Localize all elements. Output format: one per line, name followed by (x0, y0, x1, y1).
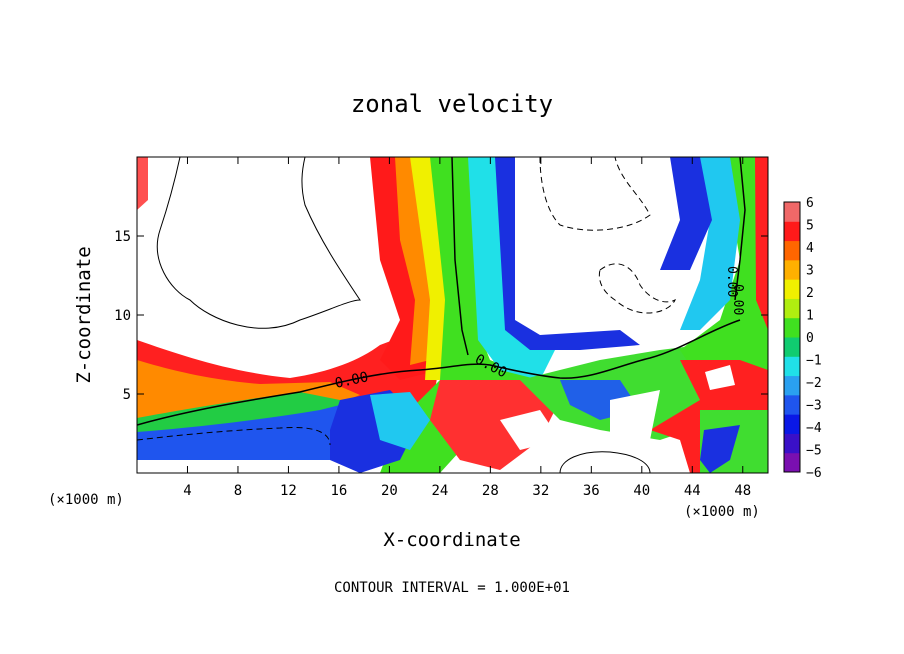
field-blue-lower-left (137, 400, 380, 460)
colorbar-label: 4 (806, 241, 814, 256)
field-green-right (680, 157, 768, 390)
colorbar-label: −6 (806, 466, 822, 481)
colorbar-swatch (784, 202, 800, 222)
colorbar-swatch (784, 298, 800, 319)
colorbar-swatch (784, 394, 800, 415)
colorbar-swatch (784, 317, 800, 338)
contour-zero-right (734, 157, 746, 301)
colorbar-label: −2 (806, 376, 822, 391)
y-tick-label: 10 (114, 308, 131, 324)
field-red-right-edge (755, 157, 768, 330)
field-white-island-right (610, 390, 660, 445)
x-tick-label: 12 (280, 483, 297, 499)
contour-label: 0.00 (724, 266, 739, 297)
colorbar-label: 1 (806, 309, 814, 324)
colorbar-swatch (784, 259, 800, 280)
field-white-island-far-right (705, 365, 735, 390)
x-tick-label: 4 (183, 483, 191, 499)
contour-zero-main (137, 319, 741, 426)
x-unit-left: (×1000 m) (48, 492, 124, 508)
y-axis-ticks: 5 10 15 (114, 229, 768, 403)
x-tick-label: 28 (482, 483, 499, 499)
x-tick-label: 48 (734, 483, 751, 499)
colorbar-label: 2 (806, 286, 814, 301)
field-cyan-jet (468, 157, 560, 380)
colorbar-swatch (784, 414, 800, 434)
colorbar-swatch (784, 221, 800, 242)
colorbar-label: 6 (806, 196, 814, 211)
colorbar-swatch (784, 356, 800, 377)
field-cyan-right (680, 157, 740, 330)
colorbar-swatch (784, 337, 800, 357)
colorbar-frame (783, 201, 801, 473)
x-axis-ticks: 4 8 12 16 20 24 28 32 36 40 44 48 (183, 157, 751, 499)
colorbar-label: −3 (806, 399, 822, 414)
chart-title: zonal velocity (351, 90, 553, 118)
contour-interval: CONTOUR INTERVAL = 1.000E+01 (334, 580, 570, 596)
contour-solid-left (156, 157, 361, 329)
contour-dashed-lower-left (137, 426, 331, 446)
colorbar-label: −1 (806, 354, 822, 369)
field-white-island-lower (500, 410, 560, 450)
field-blue-right (660, 157, 712, 270)
colorbar-label: −4 (806, 421, 822, 436)
x-tick-label: 20 (381, 483, 398, 499)
x-unit-right: (×1000 m) (684, 504, 760, 520)
field-blue-right-lower (700, 425, 740, 473)
plot-area (137, 157, 768, 473)
x-tick-label: 8 (234, 483, 242, 499)
y-tick-label: 15 (114, 229, 131, 245)
x-tick-label: 32 (532, 483, 549, 499)
field-blue-jet (495, 157, 640, 350)
y-tick-label: 5 (123, 387, 131, 403)
x-tick-label: 40 (633, 483, 650, 499)
contour-dashed-upper-right (539, 157, 651, 231)
contour-dashed-middle-right (598, 263, 676, 314)
colorbar-label: 0 (806, 331, 814, 346)
colorbar-swatch (784, 279, 800, 299)
contour-label: 0.00 (730, 284, 745, 315)
contour-zero-vertical (451, 157, 469, 356)
colorbar-swatch (784, 452, 800, 473)
contour-label: 0.00 (334, 369, 370, 392)
colorbar-swatch (784, 375, 800, 396)
colorbar-swatch (784, 433, 800, 454)
x-tick-label: 16 (330, 483, 347, 499)
colorbar-label: 5 (806, 219, 814, 234)
y-axis-label: Z-coordinate (73, 246, 95, 383)
colorbar-label: 3 (806, 264, 814, 279)
x-tick-label: 44 (684, 483, 701, 499)
colorbar-label: −5 (806, 444, 822, 459)
field-red-top-left (137, 157, 148, 210)
colorbar-swatch (784, 240, 800, 261)
colorbar: 6 5 4 3 2 1 0 −1 −2 −3 −4 −5 −6 (783, 196, 822, 481)
x-tick-label: 24 (431, 483, 448, 499)
contour-solid-lower-right (559, 451, 651, 473)
x-axis-label: X-coordinate (383, 529, 520, 551)
field-cyan-lower-left-core (370, 392, 430, 450)
x-tick-label: 36 (583, 483, 600, 499)
